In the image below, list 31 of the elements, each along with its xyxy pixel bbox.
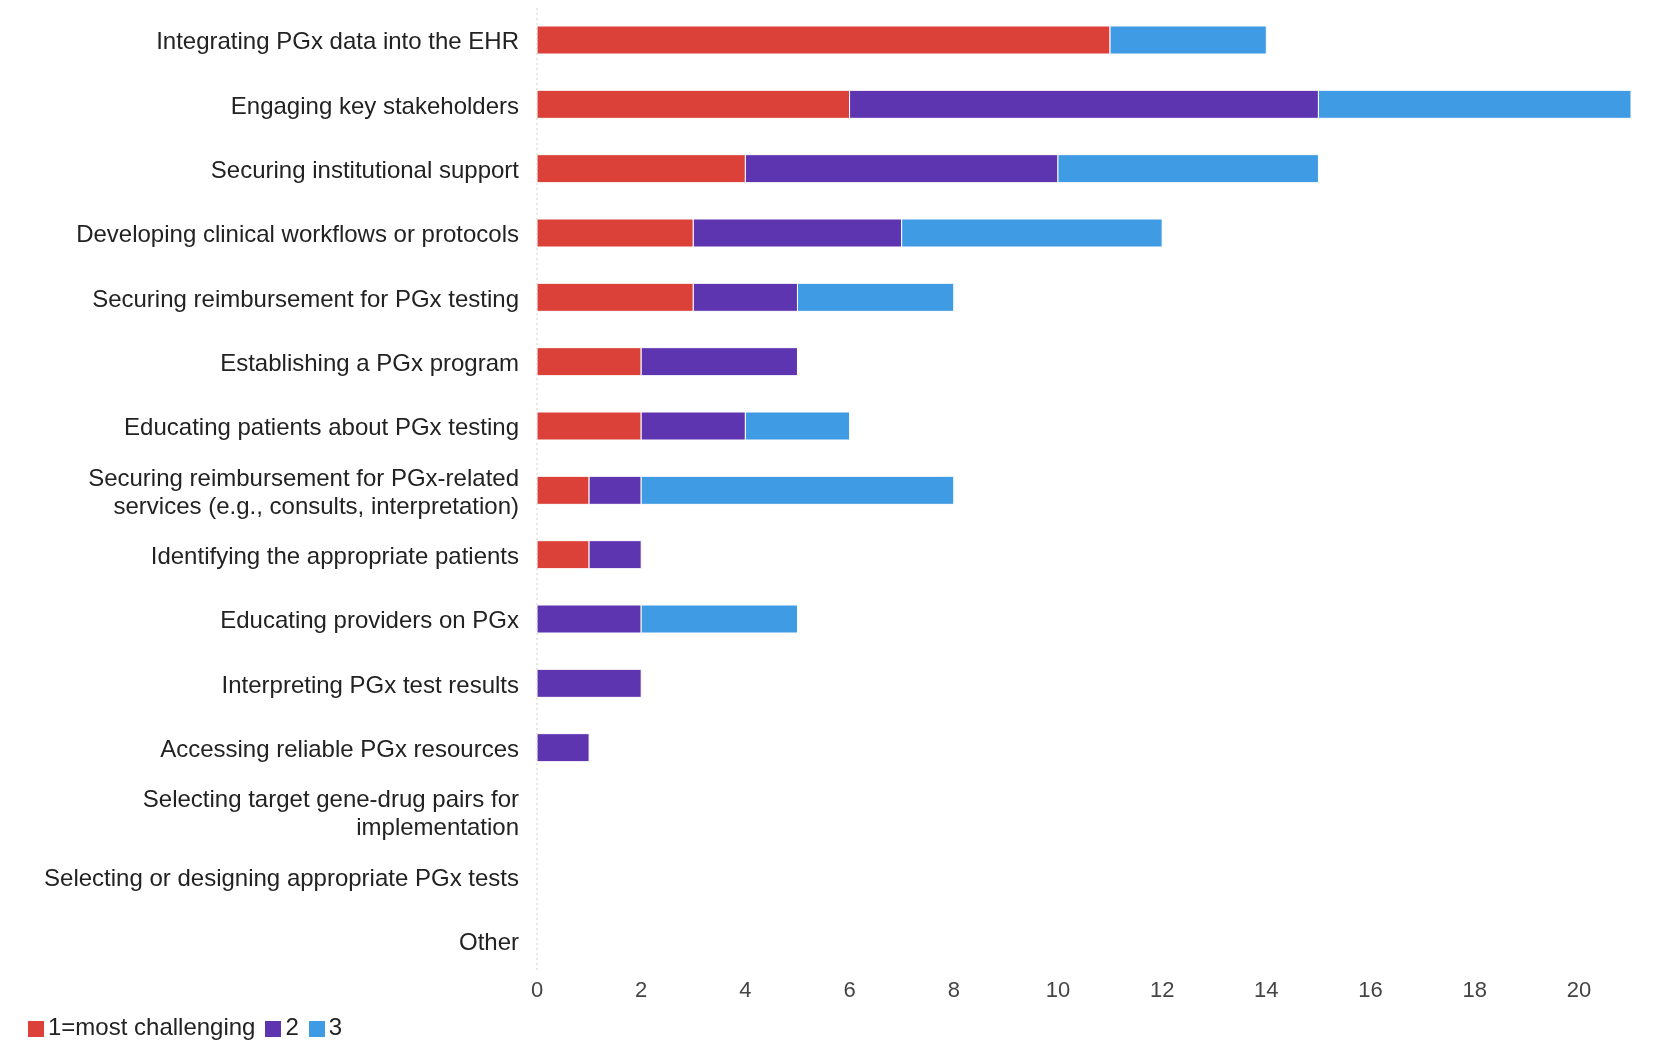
y-tick-label: Establishing a PGx program [220,348,519,376]
y-tick-label: Interpreting PGx test results [221,670,519,697]
legend-label: 2 [285,1013,299,1040]
x-tick-label: 18 [1462,976,1487,1002]
bar [537,733,590,763]
x-tick-label: 16 [1358,976,1383,1002]
x-tick-label: 2 [635,976,648,1002]
x-tick-label: 0 [530,976,544,1002]
y-tick-label: Developing clinical workflows or protocols [76,219,519,247]
y-tick-label: Securing reimbursement for PGx testing [92,284,519,311]
x-tick-label: 4 [739,976,752,1002]
x-tick-label: 12 [1149,976,1175,1002]
y-tick-label: Selecting or designing appropriate PGx tests [44,863,519,890]
y-tick-label: Selecting target gene-drug pairs for implementation [142,784,520,840]
y-tick-label: Educating patients about PGx testing [124,412,519,440]
bar [537,668,642,698]
x-tick-label: 8 [947,976,960,1002]
y-tick-label: Accessing reliable PGx resources [160,734,519,762]
legend-label: 3 [328,1013,343,1040]
y-tick-label: Other [458,927,519,955]
x-tick-label: 10 [1045,976,1071,1002]
x-tick-label: 20 [1566,976,1592,1002]
y-tick-label: Integrating PGx data into the EHR [156,26,519,54]
y-tick-label: Engaging key stakeholders [230,91,519,118]
y-tick-label: Educating providers on PGx [220,605,519,633]
x-tick-label: 14 [1254,976,1279,1002]
legend-label: 1=most challenging [48,1013,256,1040]
y-tick-label: Identifying the appropriate patients [150,541,519,569]
x-tick-label: 6 [843,976,856,1002]
y-tick-label: Securing reimbursement for PGx-related services (e.g., consults, interpretation) [88,463,519,518]
y-tick-label: Securing institutional support [210,155,520,183]
